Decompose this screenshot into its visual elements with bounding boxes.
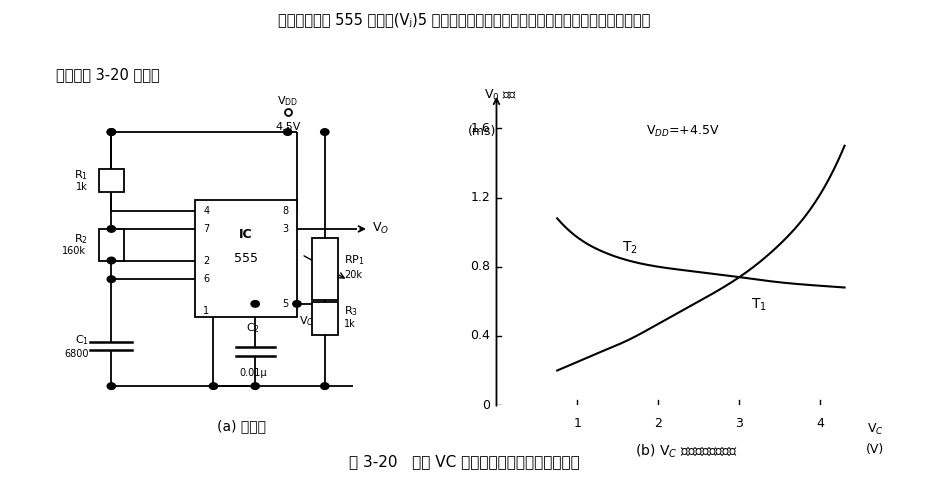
Text: 0: 0: [481, 399, 489, 412]
Text: IC: IC: [239, 228, 252, 241]
Circle shape: [284, 129, 292, 135]
Text: RP$_1$: RP$_1$: [344, 253, 364, 267]
Text: V$_C$: V$_C$: [866, 422, 883, 438]
Text: C$_2$: C$_2$: [246, 321, 260, 335]
Circle shape: [108, 257, 116, 264]
Text: 4: 4: [203, 206, 210, 216]
Text: 1k: 1k: [344, 319, 356, 329]
Circle shape: [321, 129, 328, 135]
Text: (b) V$_C$ 与输出脉宽的关系: (b) V$_C$ 与输出脉宽的关系: [634, 443, 738, 460]
Text: 0.01μ: 0.01μ: [239, 368, 266, 378]
Circle shape: [321, 383, 328, 389]
Text: 20k: 20k: [344, 270, 362, 280]
Text: (a) 电路图: (a) 电路图: [217, 419, 265, 433]
Text: 160k: 160k: [62, 247, 86, 256]
Circle shape: [108, 383, 116, 389]
Text: T$_2$: T$_2$: [621, 240, 637, 256]
Text: 2: 2: [203, 255, 210, 265]
Text: V$_0$ 脉宽: V$_0$ 脉宽: [484, 87, 517, 102]
Bar: [195, 200, 297, 317]
Bar: [98, 168, 124, 192]
Text: 1k: 1k: [76, 182, 88, 192]
Text: 7: 7: [203, 224, 210, 234]
Circle shape: [210, 383, 218, 389]
Text: V$_{\rm DD}$: V$_{\rm DD}$: [277, 94, 298, 108]
Text: 1: 1: [203, 306, 210, 316]
Bar: [311, 238, 337, 300]
Text: 电路如图 3-20 所示。: 电路如图 3-20 所示。: [56, 67, 159, 82]
Text: 8: 8: [282, 206, 288, 216]
Text: 1: 1: [573, 417, 580, 430]
Text: R$_2$: R$_2$: [74, 232, 88, 246]
Circle shape: [108, 129, 116, 135]
Text: 0.4: 0.4: [470, 329, 489, 342]
Text: 4: 4: [816, 417, 823, 430]
Circle shape: [251, 300, 260, 307]
Text: 图 3-20   利用 VC 端控制占空比的压控式振荡器: 图 3-20 利用 VC 端控制占空比的压控式振荡器: [349, 454, 578, 469]
Text: 1.2: 1.2: [470, 191, 489, 204]
Text: 6800: 6800: [65, 349, 89, 359]
Text: 6: 6: [203, 274, 210, 284]
Text: V$_{DD}$=+4.5V: V$_{DD}$=+4.5V: [645, 124, 719, 139]
Text: 5: 5: [282, 299, 288, 309]
Circle shape: [108, 226, 116, 232]
Text: 4.5V: 4.5V: [274, 122, 300, 132]
Text: 0.8: 0.8: [469, 260, 489, 273]
Text: V$_O$: V$_O$: [372, 221, 389, 237]
Text: 3: 3: [282, 224, 288, 234]
Text: 这是一个利用 555 控制端(Vⱼ)5 脚的电压高低，改变其振荡频率和占空比的多谐振荡器，: 这是一个利用 555 控制端(Vⱼ)5 脚的电压高低，改变其振荡频率和占空比的多…: [277, 12, 650, 27]
Circle shape: [108, 276, 116, 283]
Text: V$_C$: V$_C$: [298, 314, 314, 328]
Text: (ms): (ms): [467, 125, 496, 138]
Text: (V): (V): [865, 443, 883, 456]
Text: C$_1$: C$_1$: [75, 333, 89, 347]
Circle shape: [251, 383, 260, 389]
Circle shape: [108, 129, 116, 135]
Bar: [311, 302, 337, 335]
Text: 1.6: 1.6: [470, 122, 489, 135]
Bar: [98, 229, 124, 260]
Text: 3: 3: [734, 417, 743, 430]
Circle shape: [293, 300, 300, 307]
Text: R$_3$: R$_3$: [344, 304, 358, 318]
Text: 2: 2: [654, 417, 662, 430]
Text: 555: 555: [234, 251, 258, 265]
Text: T$_1$: T$_1$: [751, 296, 767, 313]
Text: R$_1$: R$_1$: [74, 168, 88, 182]
